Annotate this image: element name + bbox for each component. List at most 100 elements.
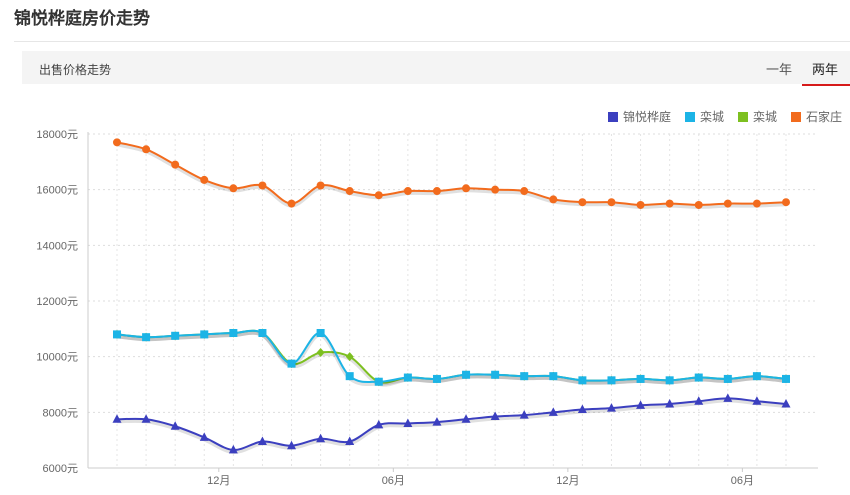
- data-point[interactable]: [345, 187, 354, 196]
- y-tick-label: 8000元: [43, 407, 78, 419]
- data-point[interactable]: [200, 330, 209, 339]
- legend-swatch: [791, 111, 802, 122]
- x-tick-label: 06月: [731, 475, 754, 487]
- data-point[interactable]: [694, 373, 703, 382]
- data-point[interactable]: [403, 373, 412, 382]
- data-point[interactable]: [171, 331, 180, 340]
- data-point[interactable]: [403, 418, 413, 427]
- data-point[interactable]: [636, 400, 646, 409]
- data-point[interactable]: [142, 333, 151, 342]
- data-point[interactable]: [345, 352, 354, 362]
- data-point[interactable]: [141, 414, 151, 423]
- data-point[interactable]: [228, 444, 238, 454]
- data-point[interactable]: [374, 419, 384, 429]
- data-point[interactable]: [229, 184, 238, 193]
- data-point[interactable]: [316, 329, 325, 338]
- x-tick-label: 12月: [207, 475, 230, 487]
- data-point[interactable]: [142, 145, 151, 154]
- data-point[interactable]: [374, 191, 383, 200]
- data-point[interactable]: [548, 407, 558, 416]
- legend-item-luancheng-blue[interactable]: 栾城: [685, 108, 724, 125]
- data-point[interactable]: [636, 374, 645, 383]
- data-point[interactable]: [752, 199, 761, 208]
- data-point[interactable]: [258, 329, 267, 338]
- active-tab-underline: [802, 84, 850, 86]
- data-point[interactable]: [113, 330, 121, 339]
- legend-swatch: [738, 111, 749, 122]
- data-point[interactable]: [520, 187, 529, 196]
- data-point[interactable]: [112, 414, 122, 423]
- data-point[interactable]: [432, 187, 441, 196]
- data-point[interactable]: [578, 198, 587, 207]
- y-tick-label: 12000元: [36, 296, 78, 308]
- data-point[interactable]: [490, 411, 500, 421]
- data-point[interactable]: [316, 433, 326, 443]
- data-point[interactable]: [462, 184, 471, 193]
- data-point[interactable]: [723, 199, 732, 208]
- page-title: 锦悦桦庭房价走势: [14, 9, 150, 28]
- data-point[interactable]: [752, 396, 762, 405]
- data-point[interactable]: [432, 374, 441, 383]
- data-point[interactable]: [170, 421, 180, 430]
- legend-item-shijiazhuang[interactable]: 石家庄: [791, 108, 842, 125]
- data-point[interactable]: [694, 200, 703, 209]
- y-tick-label: 16000元: [36, 185, 78, 197]
- data-point[interactable]: [287, 359, 296, 368]
- data-point[interactable]: [258, 181, 267, 190]
- data-point[interactable]: [549, 195, 558, 204]
- series-line-shadow: [116, 142, 787, 209]
- data-point[interactable]: [665, 376, 674, 385]
- data-point[interactable]: [577, 404, 587, 414]
- series-line: [116, 329, 787, 384]
- legend-item-jinyue[interactable]: 锦悦桦庭: [608, 108, 671, 125]
- data-point[interactable]: [316, 181, 325, 190]
- data-point[interactable]: [199, 432, 209, 441]
- data-point[interactable]: [549, 372, 558, 381]
- data-point[interactable]: [782, 198, 790, 207]
- chart-legend: 锦悦桦庭 栾城 栾城 石家庄: [608, 108, 842, 125]
- legend-swatch: [685, 111, 696, 122]
- data-point[interactable]: [782, 374, 790, 383]
- data-point[interactable]: [200, 175, 209, 184]
- data-point[interactable]: [491, 370, 500, 379]
- data-point[interactable]: [257, 436, 267, 446]
- data-point[interactable]: [287, 440, 297, 450]
- data-point[interactable]: [665, 398, 675, 408]
- data-point[interactable]: [462, 370, 471, 379]
- data-point[interactable]: [287, 199, 296, 208]
- data-point[interactable]: [491, 185, 500, 194]
- data-point[interactable]: [752, 372, 761, 381]
- data-point[interactable]: [694, 396, 704, 405]
- data-point[interactable]: [519, 410, 529, 419]
- legend-item-luancheng-green[interactable]: 栾城: [738, 108, 777, 125]
- data-point[interactable]: [171, 160, 180, 169]
- data-point[interactable]: [461, 414, 471, 423]
- data-point[interactable]: [607, 376, 616, 385]
- data-point[interactable]: [374, 377, 383, 386]
- legend-label: 栾城: [700, 110, 725, 124]
- tab-two-years[interactable]: 两年: [812, 62, 839, 77]
- data-point[interactable]: [606, 403, 616, 412]
- legend-label: 石家庄: [806, 110, 843, 124]
- data-point[interactable]: [113, 138, 121, 147]
- chart-section-label: 出售价格走势: [39, 63, 112, 77]
- data-point[interactable]: [229, 329, 238, 338]
- x-tick-label: 06月: [382, 475, 405, 487]
- data-point[interactable]: [665, 199, 674, 208]
- data-point[interactable]: [403, 187, 412, 196]
- data-point[interactable]: [316, 347, 325, 357]
- data-point[interactable]: [345, 372, 354, 381]
- data-point[interactable]: [636, 200, 645, 209]
- data-point[interactable]: [520, 372, 529, 381]
- y-tick-label: 14000元: [36, 240, 78, 252]
- data-point[interactable]: [781, 398, 791, 408]
- data-point[interactable]: [578, 376, 587, 385]
- data-point[interactable]: [723, 393, 733, 402]
- data-point[interactable]: [345, 436, 355, 446]
- data-point[interactable]: [723, 374, 732, 383]
- data-point[interactable]: [432, 417, 442, 426]
- tab-one-year[interactable]: 一年: [766, 62, 793, 77]
- legend-label: 锦悦桦庭: [623, 110, 672, 124]
- data-point[interactable]: [607, 198, 616, 207]
- y-tick-label: 18000元: [36, 129, 78, 141]
